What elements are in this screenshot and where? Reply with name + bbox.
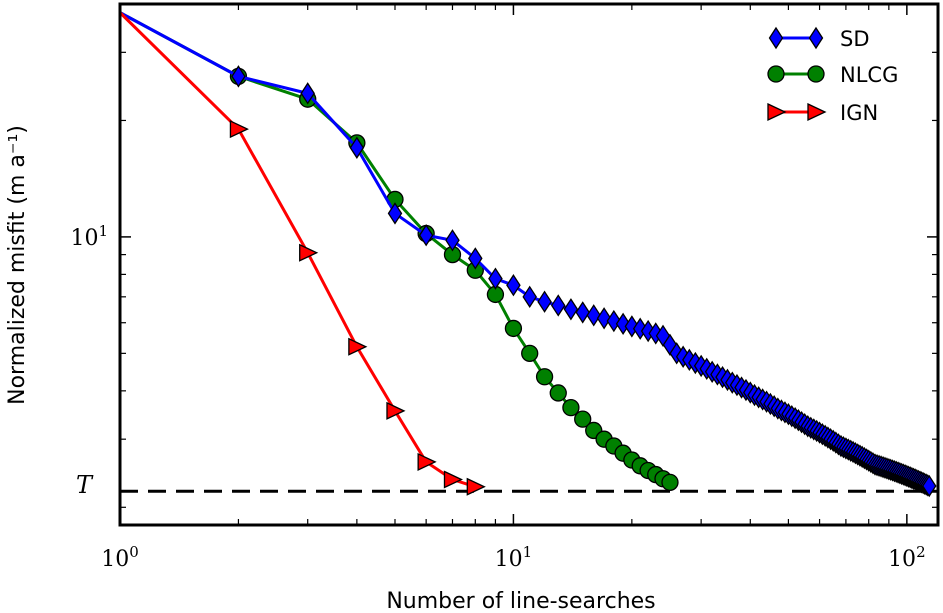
sd-point [606,309,622,333]
sd-point [349,136,365,159]
threshold-label: T [76,471,94,499]
ign-point [299,243,319,262]
ign-point [348,337,368,356]
sd-point [488,267,503,290]
nlcg-point [661,473,679,492]
sd-point [537,290,552,313]
sd-point [506,274,521,297]
nlcg-point [807,65,825,83]
x-axis-label: Number of line-searches [386,589,655,613]
y-tick-label: 101 [70,222,108,251]
sd-point [921,474,937,498]
legend: SD NLCG IGN [767,26,898,125]
sd-point [387,202,403,225]
ign-point [466,477,486,496]
nlcg-point [562,398,580,417]
nlcg-point [767,65,785,83]
sd-point [596,307,612,330]
sd-point [418,224,434,247]
sd-point [575,301,590,324]
plot-frame [118,2,940,527]
sd-point [563,298,579,321]
ign-point [443,470,464,489]
ign-point [229,120,249,139]
legend-nlcg-label: NLCG [840,63,898,87]
nlcg-point [521,344,539,363]
ign-point [417,452,437,471]
nlcg-point [535,368,554,386]
y-axis-label: Normalized misfit (m a⁻¹) [5,125,30,405]
sd-point [768,26,784,50]
series-group [118,11,937,498]
sd-point [522,285,537,309]
sd-point [445,229,460,252]
ign-point [807,102,827,122]
legend-sd-label: SD [840,27,870,51]
x-tick-label: 100 [101,543,139,572]
tick-labels: 100 101 102 101 [70,222,925,572]
x-tick-label: 102 [888,543,926,572]
legend-ign-label: IGN [840,101,878,125]
ign-line [118,11,476,489]
x-tick-label: 101 [495,543,533,572]
sd-point [586,304,602,327]
sd-point [468,247,483,270]
ign-point [767,102,787,122]
nlcg-point [549,384,567,402]
sd-point [231,65,246,88]
nlcg-point [504,319,523,338]
ign-point [386,401,406,420]
sd-point [808,26,824,50]
sd-point [300,82,315,105]
nlcg-point [574,410,592,428]
sd-point [550,294,566,317]
